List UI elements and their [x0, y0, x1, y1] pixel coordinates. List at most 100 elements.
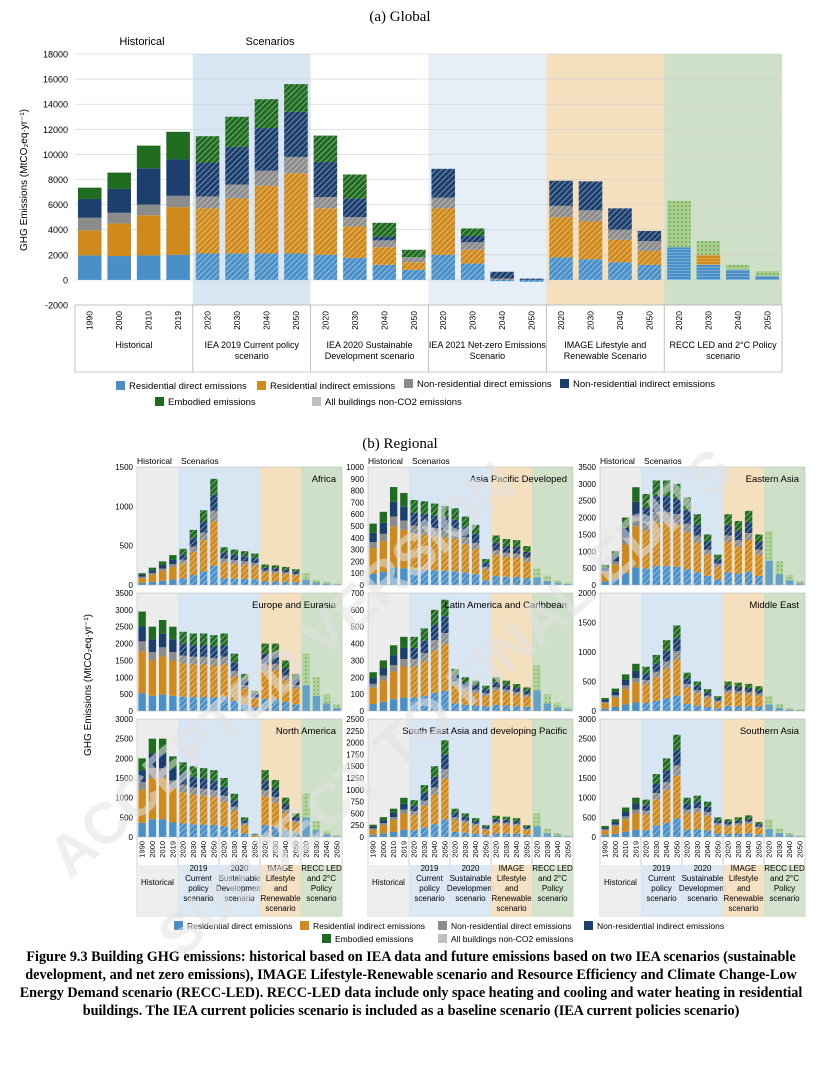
bar-segment-embodied — [166, 131, 190, 160]
y-tick-label: 1250 — [346, 774, 364, 783]
bar-segment-embodied — [642, 493, 650, 508]
bar-segment-resid-indirect — [343, 226, 367, 258]
legend-label-resid-direct: Residential direct emissions — [129, 381, 247, 392]
x-tick-label: 2020 — [438, 311, 448, 330]
bar-segment-resid-indirect — [451, 685, 459, 704]
bar-segment-nonres-indirect — [724, 821, 732, 825]
bar-segment-resid-direct — [240, 578, 249, 585]
x-tick-label: 2040 — [199, 841, 208, 858]
group-label: Historical — [372, 878, 405, 887]
bar-segment-nonres-indirect — [744, 687, 753, 693]
bar-segment-embodied — [601, 564, 609, 568]
bar-segment-embodied — [148, 626, 157, 640]
bar-segment-resid-indirect — [400, 813, 408, 830]
bar-segment-nonres-indirect — [652, 783, 661, 793]
region-chart: 0 500 1000 1500 2000 2500 3000 North America 199… — [115, 715, 343, 917]
bar-segment-resid-direct — [322, 583, 331, 585]
bar-segment-nonres-indirect — [420, 513, 429, 527]
group-label: RECC LED — [532, 864, 573, 873]
y-tick-label: 750 — [351, 798, 365, 807]
bar-segment-embodied — [158, 561, 167, 565]
y-tick-label: 3500 — [578, 463, 596, 472]
x-tick-label: 2030 — [189, 841, 198, 858]
bar-segment-resid-direct — [714, 579, 722, 585]
y-tick-label: 3500 — [115, 589, 133, 598]
bar-segment-resid-direct — [312, 582, 321, 585]
bar-segment-resid-indirect — [652, 522, 661, 567]
bar-segment-resid-direct — [693, 705, 702, 711]
group-label: Development — [216, 884, 264, 893]
bar-segment-resid-indirect — [662, 668, 671, 699]
bar-segment-resid-indirect — [179, 663, 187, 697]
group-label: IEA 2019 Current policy — [204, 340, 299, 350]
bar-segment-resid-direct — [734, 705, 743, 711]
bar-segment-resid-direct — [138, 822, 146, 837]
legend-b: Residential direct emissions Residential… — [174, 921, 724, 944]
bar-segment-nonres-indirect — [652, 496, 661, 512]
legend-b-label-resid-direct: Residential direct emissions — [187, 921, 292, 931]
bar-segment-resid-indirect — [696, 254, 721, 265]
bar-segment-resid-indirect — [389, 820, 398, 832]
bar-segment-embodied — [420, 501, 429, 514]
bar-segment-nonres-direct — [608, 229, 632, 240]
bar-segment-resid-direct — [724, 572, 732, 585]
bar-segment-nonres-indirect — [744, 521, 753, 534]
bar-segment-nonres-indirect — [148, 753, 157, 769]
bar-segment-resid-indirect — [512, 825, 521, 834]
bar-segment-nonres-direct — [662, 661, 671, 669]
bar-segment-embodied — [379, 817, 388, 821]
x-tick-label: 2040 — [322, 841, 331, 858]
bar-segment-non-co2 — [785, 708, 794, 710]
group-label: policy — [188, 884, 208, 893]
bar-segment-resid-indirect — [199, 540, 208, 572]
bar-segment-resid-indirect — [502, 557, 511, 577]
bar-segment-nonres-direct — [400, 659, 408, 667]
bar-segment-resid-indirect — [611, 697, 620, 707]
bar-segment-nonres-direct — [471, 689, 480, 693]
bar-segment-nonres-indirect — [254, 128, 279, 171]
bar-segment-resid-direct — [543, 703, 552, 711]
y-tick-label: 1500 — [115, 774, 133, 783]
bar-segment-resid-indirect — [138, 577, 146, 583]
x-tick-label: 2000 — [114, 311, 124, 330]
bar-segment-nonres-indirect — [410, 512, 418, 526]
bar-segment-embodied — [107, 172, 131, 189]
bar-segment-resid-direct — [755, 276, 780, 280]
y-tick-label: 900 — [351, 475, 365, 484]
bar-segment-nonres-indirect — [549, 180, 573, 206]
bar-segment-resid-indirect — [284, 173, 308, 254]
x-tick-label: 2030 — [468, 311, 478, 330]
bar-segment-embodied — [138, 758, 146, 771]
bar-segment-nonres-direct — [292, 685, 300, 689]
bar-segment-resid-direct — [673, 695, 681, 711]
bar-segment-resid-direct — [796, 710, 804, 711]
bar-segment-resid-direct — [312, 829, 321, 837]
bar-segment-nonres-direct — [430, 787, 439, 795]
bar-segment-embodied — [523, 546, 531, 552]
bar-segment-nonres-direct — [220, 656, 228, 665]
bar-segment-nonres-direct — [714, 563, 722, 567]
x-tick-label: 2010 — [158, 841, 167, 858]
bar-segment-nonres-direct — [254, 170, 279, 186]
bar-segment-resid-direct — [553, 707, 562, 711]
bar-segment-nonres-indirect — [451, 675, 459, 682]
bar-segment-resid-direct — [642, 703, 650, 711]
bar-segment-embodied — [410, 500, 418, 513]
bar-segment-nonres-direct — [210, 790, 218, 797]
group-label: Historical — [604, 878, 637, 887]
bar-segment-nonres-indirect — [400, 803, 408, 810]
bar-segment-nonres-indirect — [369, 532, 377, 543]
bar-segment-embodied — [389, 487, 398, 502]
bar-segment-resid-indirect — [693, 542, 702, 573]
bar-segment-resid-direct — [703, 707, 712, 711]
bar-segment-resid-direct — [785, 709, 794, 711]
bar-segment-resid-indirect — [271, 670, 280, 699]
bar-segment-embodied — [210, 635, 218, 647]
y-tick-label: 0 — [129, 707, 134, 716]
bar-segment-nonres-direct — [461, 537, 470, 544]
bar-segment-nonres-direct — [755, 693, 763, 697]
x-tick-label: 2020 — [724, 841, 733, 858]
bar-segment-resid-direct — [138, 693, 146, 711]
x-tick-label: 2050 — [332, 841, 341, 858]
bar-segment-non-co2 — [533, 568, 541, 578]
